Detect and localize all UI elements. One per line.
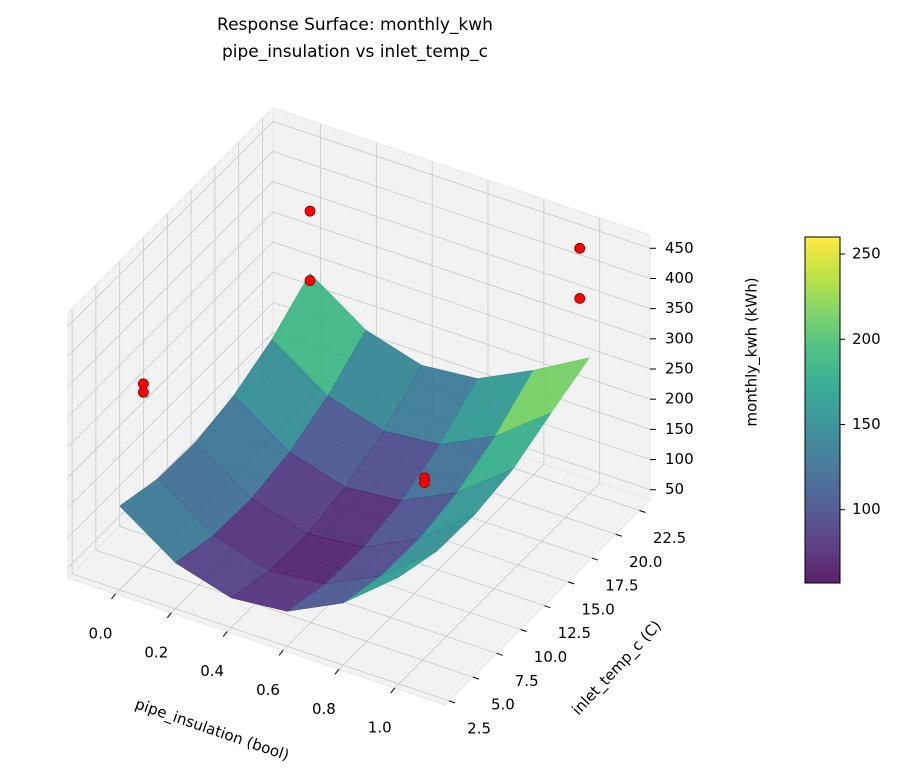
y-tick-label: 22.5 <box>653 529 686 547</box>
colorbar-tick-label: 150 <box>852 415 881 433</box>
grid-line <box>95 285 474 678</box>
colorbar-tick-label: 200 <box>852 330 881 348</box>
y-tick <box>448 700 456 704</box>
grid-line <box>67 241 651 448</box>
y-tick-label: 17.5 <box>605 577 638 595</box>
y-tick-label: 2.5 <box>467 719 491 737</box>
x-tick <box>166 612 172 619</box>
grid-line <box>394 218 601 689</box>
colorbar <box>804 236 841 584</box>
data-point <box>574 293 586 304</box>
x-tick <box>111 593 116 600</box>
z-tick-label: 400 <box>665 269 694 287</box>
y-tick <box>496 652 503 656</box>
y-tick-label: 15.0 <box>581 600 614 618</box>
grid-line <box>119 261 497 654</box>
z-axis-label: monthly_kwh (kWh) <box>743 277 762 426</box>
grid-line <box>67 181 651 387</box>
y-tick-label: 12.5 <box>558 624 591 642</box>
y-tick <box>591 557 599 561</box>
data-point <box>304 275 316 286</box>
x-tick <box>222 631 228 637</box>
colorbar-tick-label: 100 <box>852 500 881 518</box>
data-point <box>304 205 316 217</box>
grid-line <box>67 151 651 357</box>
z-tick-label: 450 <box>665 239 694 257</box>
x-axis-label: pipe_insulation (bool) <box>133 695 292 766</box>
colorbar-tick-label: 250 <box>852 245 881 263</box>
grid-line <box>71 308 450 702</box>
grid-line <box>67 211 651 418</box>
z-tick-label: 150 <box>665 420 694 438</box>
x-tick <box>334 668 340 675</box>
data-point <box>574 242 586 254</box>
x-tick-label: 0.2 <box>144 643 168 661</box>
y-tick <box>567 581 575 585</box>
data-point <box>137 386 149 398</box>
x-tick <box>278 650 284 656</box>
x-tick-label: 0.8 <box>312 700 336 718</box>
y-tick <box>472 676 480 680</box>
z-tick-label: 50 <box>665 480 684 498</box>
z-tick-label: 300 <box>665 329 694 347</box>
x-tick-label: 0.6 <box>256 681 280 699</box>
grid-line <box>67 271 651 478</box>
grid-line <box>67 120 651 327</box>
y-tick <box>520 629 527 632</box>
x-tick-label: 1.0 <box>368 719 392 737</box>
chart-subtitle: pipe_insulation vs inlet_temp_c <box>222 42 488 62</box>
data-point <box>419 477 430 489</box>
x-tick-label: 0.4 <box>200 662 224 680</box>
x-tick <box>390 687 396 694</box>
surface-patch <box>342 550 438 604</box>
x-tick-label: 0.0 <box>89 624 113 642</box>
z-tick-label: 350 <box>665 299 694 317</box>
grid-line <box>338 199 545 670</box>
z-tick-label: 250 <box>665 360 694 378</box>
z-tick-label: 200 <box>665 390 694 408</box>
y-tick-label: 20.0 <box>629 553 662 571</box>
y-tick-label: 10.0 <box>534 648 567 666</box>
y-tick-label: 5.0 <box>491 696 515 714</box>
chart-title: Response Surface: monthly_kwh <box>217 15 493 35</box>
y-tick <box>615 533 622 537</box>
z-tick-label: 100 <box>665 450 694 468</box>
y-tick-label: 7.5 <box>515 672 539 690</box>
y-tick <box>639 509 646 513</box>
y-tick <box>544 605 551 609</box>
